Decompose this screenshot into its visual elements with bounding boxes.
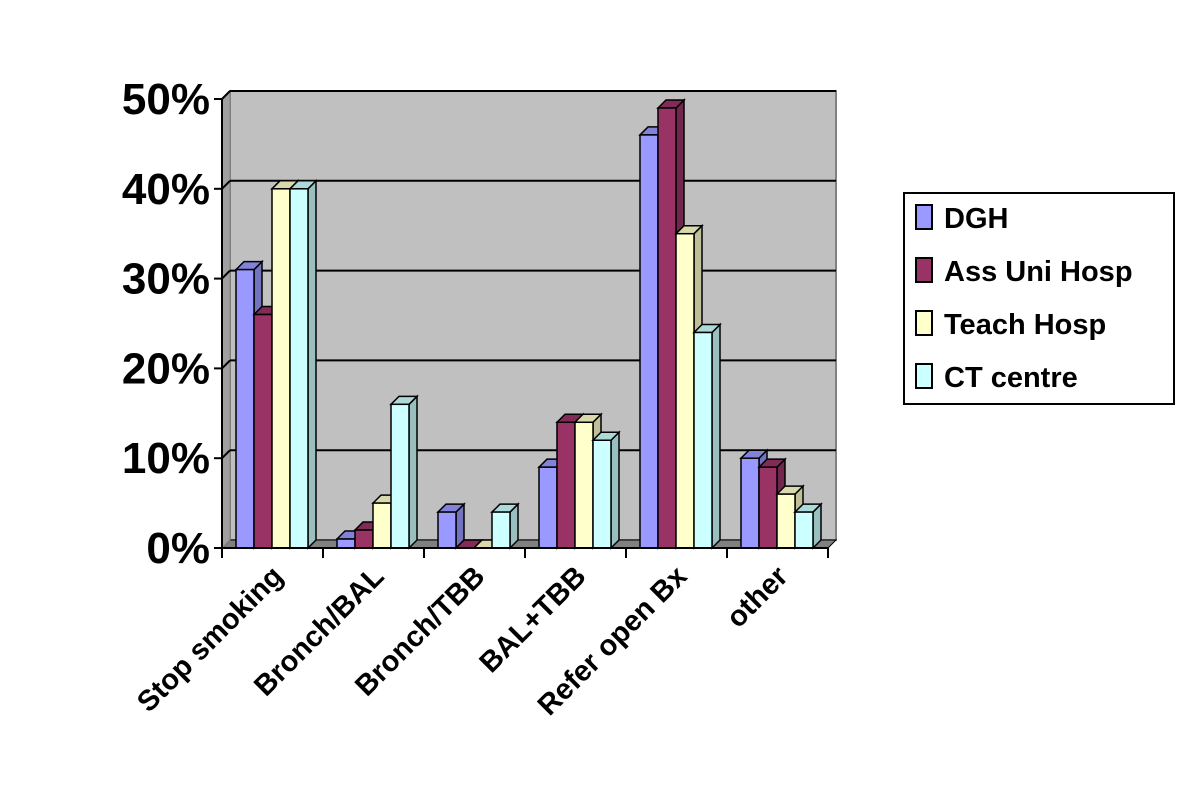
bar bbox=[436, 502, 466, 550]
plot-side-wall bbox=[221, 89, 231, 550]
legend-entry: DGH bbox=[915, 203, 1008, 235]
bar bbox=[490, 502, 520, 550]
legend-label: CT centre bbox=[944, 362, 1078, 394]
bars bbox=[234, 98, 823, 550]
legend-swatch bbox=[915, 363, 933, 389]
axes bbox=[221, 99, 829, 558]
legend-box bbox=[903, 192, 1175, 405]
legend-label: DGH bbox=[944, 203, 1008, 235]
legend-label: Teach Hosp bbox=[944, 309, 1106, 341]
legend-entry: Teach Hosp bbox=[915, 309, 1106, 341]
legend: DGH Ass Uni Hosp Teach Hosp CT centre bbox=[903, 192, 1175, 405]
y-tick-label: 10% bbox=[122, 434, 210, 483]
bar bbox=[288, 178, 318, 550]
legend-entry: CT centre bbox=[915, 362, 1078, 394]
legend-swatch bbox=[915, 204, 933, 230]
bar bbox=[793, 502, 823, 550]
bar bbox=[591, 430, 621, 550]
x-tick-label: other bbox=[721, 560, 795, 634]
gridline-side bbox=[221, 359, 231, 370]
x-axis-labels: Stop smokingBronch/BALBronch/TBBBAL+TBBR… bbox=[131, 560, 794, 722]
gridline-side bbox=[221, 269, 231, 280]
legend-label: Ass Uni Hosp bbox=[944, 256, 1133, 288]
y-axis-ticks: 0% 10% 20% 30% 40% 50% bbox=[122, 75, 222, 573]
legend-entry: Ass Uni Hosp bbox=[915, 256, 1133, 288]
gridline-side bbox=[221, 90, 231, 100]
gridlines bbox=[221, 90, 836, 459]
y-tick-label: 0% bbox=[146, 524, 210, 573]
bar bbox=[389, 394, 419, 550]
y-tick-label: 30% bbox=[122, 255, 210, 304]
legend-swatch bbox=[915, 310, 933, 336]
y-tick-label: 20% bbox=[122, 344, 210, 393]
gridline-side bbox=[221, 449, 231, 459]
legend-swatch bbox=[915, 257, 933, 283]
y-tick-label: 40% bbox=[122, 165, 210, 214]
bar bbox=[692, 322, 722, 550]
gridline-side bbox=[221, 180, 231, 190]
y-tick-label: 50% bbox=[122, 75, 210, 124]
